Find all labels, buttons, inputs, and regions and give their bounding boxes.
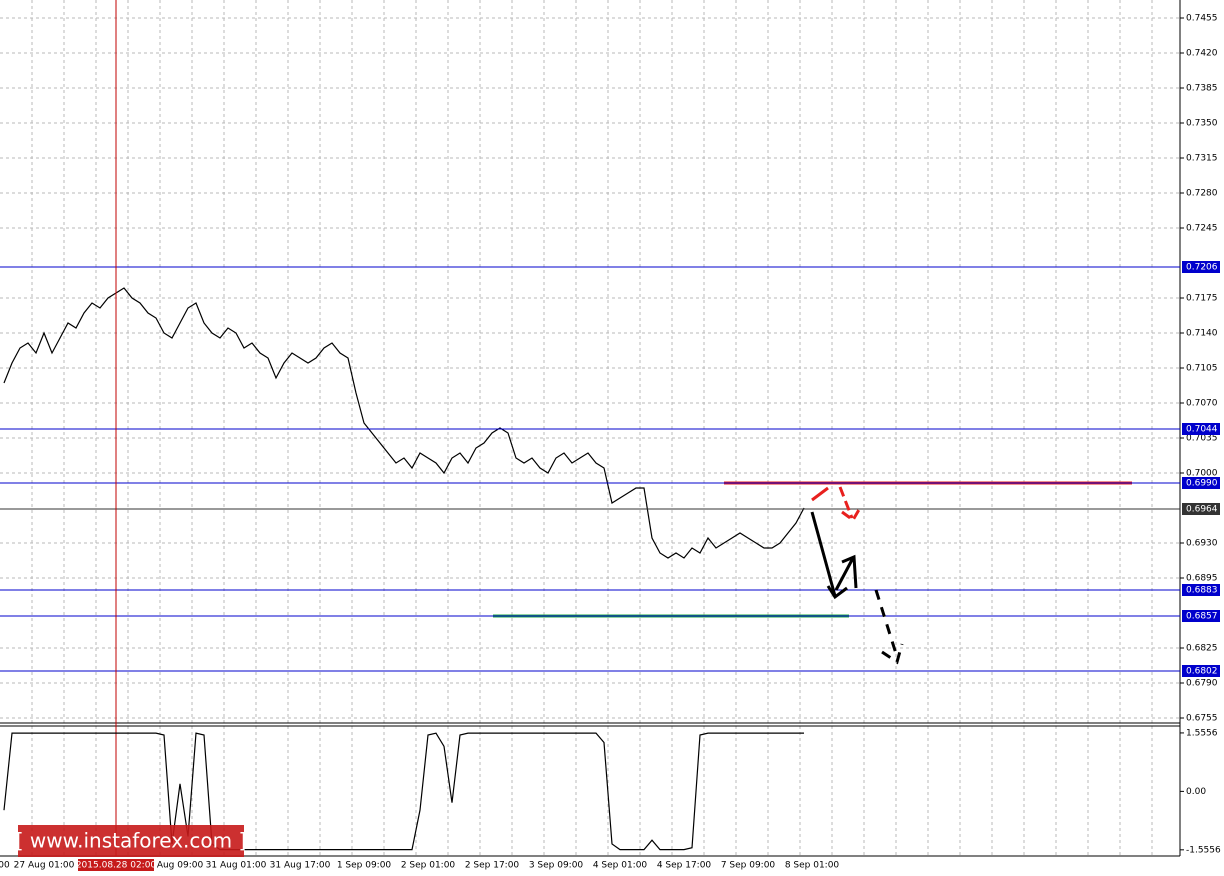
x-tick-label: 8 Sep 01:00: [785, 861, 840, 871]
y-tick-label: 0.7035: [1186, 434, 1218, 444]
level-label-box: [1182, 503, 1220, 515]
y-tick-label: 0.7140: [1186, 329, 1218, 339]
series-line: [3, 732, 804, 851]
x-tick-label: 27 Aug 01:00: [14, 861, 75, 871]
series-line: [3, 287, 805, 559]
watermark: [ www.instaforex.com ]: [16, 829, 247, 853]
x-tick-label: 31 Aug 01:00: [206, 861, 267, 871]
level-label-box: [1182, 423, 1220, 435]
y-tick-label: 0.6755: [1186, 714, 1218, 724]
level-label-box: [1182, 261, 1220, 273]
level-label: 0.7044: [1186, 425, 1218, 435]
arrow: [834, 554, 858, 591]
y-tick-label: 0.7105: [1186, 364, 1218, 374]
x-tick-label: 2 Sep 17:00: [465, 861, 520, 871]
level-label-box: [1182, 477, 1220, 489]
x-tick-label: 7 Sep 09:00: [721, 861, 776, 871]
x-tick-label: 4 Sep 01:00: [593, 861, 648, 871]
y-tick-label: -1.5556: [1186, 845, 1221, 855]
level-label: 0.6990: [1186, 479, 1218, 489]
arrow: [810, 511, 848, 600]
y-tick-label: 1.5556: [1186, 728, 1218, 738]
arrow: [811, 486, 829, 502]
y-tick-label: 0.7420: [1186, 49, 1218, 59]
level-label: 0.6964: [1186, 505, 1218, 515]
y-tick-label: 0.7175: [1186, 294, 1218, 304]
x-tick-label: 3 Sep 09:00: [529, 861, 584, 871]
y-tick-label: 0.6895: [1186, 574, 1218, 584]
x-tick-label: 1 Sep 09:00: [337, 861, 392, 871]
cursor-label-box: [78, 859, 154, 871]
x-tick-label: 31 Aug 17:00: [270, 861, 331, 871]
y-tick-label: 0.7280: [1186, 189, 1218, 199]
x-tick-label: 2 Sep 01:00: [401, 861, 456, 871]
y-tick-label: 0.7315: [1186, 154, 1218, 164]
y-tick-label: 0.6930: [1186, 539, 1218, 549]
forecast-arrows: [810, 486, 904, 665]
level-label-box: [1182, 584, 1220, 596]
y-tick-label: 0.6790: [1186, 679, 1218, 689]
x-tick-label: Aug 09:00: [157, 861, 204, 871]
x-tick-label: 00: [0, 861, 10, 871]
y-tick-label: 0.7245: [1186, 224, 1218, 234]
level-label: 0.6883: [1186, 586, 1218, 596]
x-tick-label: 4 Sep 17:00: [657, 861, 712, 871]
level-label: 0.7206: [1186, 263, 1218, 273]
level-label-box: [1182, 610, 1220, 622]
x-tick-label: 2015.08.28 02:00: [76, 861, 157, 871]
y-tick-label: 0.7455: [1186, 14, 1218, 24]
level-label: 0.6857: [1186, 612, 1218, 622]
arrow: [838, 486, 862, 523]
y-tick-label: 0.6825: [1186, 644, 1218, 654]
y-tick-label: 0.7070: [1186, 399, 1218, 409]
y-tick-label: 0.7000: [1186, 469, 1218, 479]
y-tick-label: 0.00: [1186, 787, 1206, 797]
y-tick-label: 0.7385: [1186, 84, 1218, 94]
grid: [0, 0, 1180, 856]
level-label: 0.6802: [1186, 667, 1218, 677]
level-label-box: [1182, 665, 1220, 677]
arrow: [874, 589, 904, 665]
y-tick-label: 0.7350: [1186, 119, 1218, 129]
watermark-box: [18, 825, 244, 857]
